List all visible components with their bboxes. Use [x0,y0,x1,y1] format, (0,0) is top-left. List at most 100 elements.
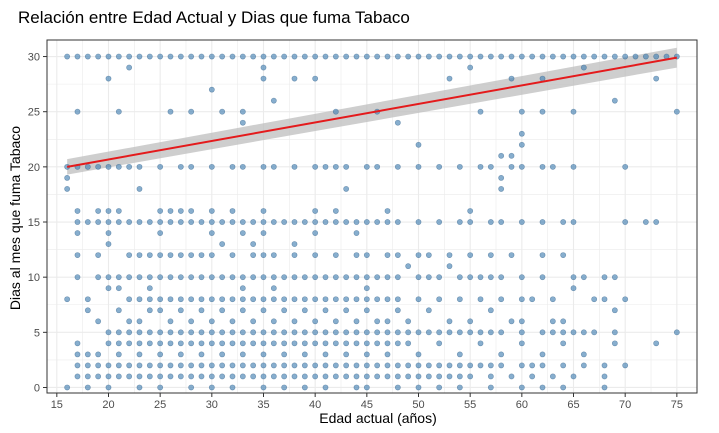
data-point [446,318,453,325]
data-point [498,296,505,303]
data-point [353,274,360,281]
data-point [239,53,246,60]
data-point [456,296,463,303]
data-point [560,340,567,347]
data-point [549,329,556,336]
data-point [353,362,360,369]
data-point [312,230,319,236]
data-point [560,252,567,259]
data-point [281,307,288,314]
data-point [250,219,257,225]
data-point [115,274,122,281]
data-point [549,373,556,380]
data-point [353,384,360,391]
data-point [384,252,391,259]
data-point [343,329,350,336]
data-point [508,163,515,170]
data-point [394,119,401,126]
data-point [291,329,298,336]
data-point [591,329,598,336]
data-point [487,53,494,60]
data-point [322,351,329,358]
x-axis-title: Edad actual (años) [319,410,437,426]
data-point [136,274,143,281]
data-point [611,340,618,347]
data-point [208,219,215,225]
data-point [239,329,246,336]
data-point [343,274,350,281]
data-point [363,252,370,259]
data-point [291,252,298,259]
data-point [95,274,102,281]
data-point [549,318,556,325]
data-point [436,384,443,391]
data-point [425,373,432,380]
data-point [529,296,536,303]
data-point [208,230,215,236]
data-point [549,53,556,60]
data-point [84,307,91,314]
data-point [281,274,288,281]
data-point [126,318,133,325]
data-point [611,329,618,336]
data-point [570,163,577,170]
data-point [374,318,381,325]
data-point [425,307,432,314]
data-point [363,340,370,347]
data-point [84,373,91,380]
data-point [115,108,122,115]
data-point [136,318,143,325]
data-point [260,384,267,391]
data-point [322,340,329,347]
data-point [539,329,546,336]
data-point [622,296,629,303]
data-point [363,163,370,170]
data-point [219,362,226,369]
data-point [260,307,267,314]
data-point [353,318,360,325]
data-point [301,329,308,336]
data-point [229,219,236,225]
data-point [177,53,184,60]
data-point [84,296,91,303]
x-tick-label: 50 [412,399,424,411]
data-point [126,373,133,380]
data-point [177,362,184,369]
data-point [560,329,567,336]
data-point [518,108,525,115]
data-point [384,340,391,347]
data-point [198,252,205,259]
data-point [425,362,432,369]
data-point [611,97,618,104]
data-point [239,285,246,292]
data-point [446,263,453,270]
data-point [653,340,660,347]
data-point [487,373,494,380]
data-point [208,53,215,60]
data-point [136,53,143,60]
data-point [146,329,153,336]
data-point [146,285,153,292]
data-point [219,373,226,380]
data-point [487,163,494,170]
data-point [208,318,215,325]
data-point [167,208,174,214]
data-point [291,53,298,60]
y-axis-title: Dias al mes que fuma Tabaco [7,126,23,310]
data-point [622,362,629,369]
data-point [301,384,308,391]
data-point [353,340,360,347]
data-point [281,384,288,391]
data-point [260,351,267,358]
data-point [477,362,484,369]
data-point [167,318,174,325]
data-point [105,362,112,369]
data-point [312,362,319,369]
data-point [105,285,112,292]
data-point [477,340,484,347]
data-point [405,329,412,336]
data-point [126,163,133,170]
data-point [146,307,153,314]
data-point [157,384,164,391]
data-point [74,252,81,259]
